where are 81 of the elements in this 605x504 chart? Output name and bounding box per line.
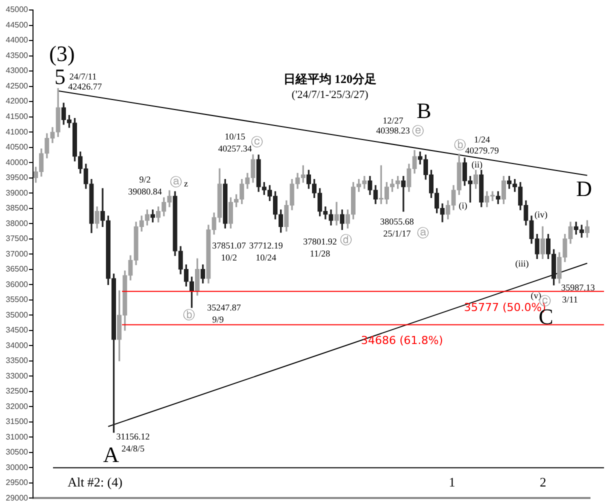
annotation: (ii) bbox=[472, 159, 482, 170]
annotation: 10/15 bbox=[224, 131, 246, 142]
y-tick-label: 30000 bbox=[6, 462, 29, 472]
annotation: 10/24 bbox=[256, 252, 277, 262]
annotation: ⓑ bbox=[183, 308, 195, 322]
y-tick-label: 35500 bbox=[6, 295, 29, 304]
annotation: 40257.34 bbox=[218, 143, 252, 154]
y-tick-label: 42500 bbox=[6, 81, 29, 90]
annotation: Alt #2: (4) bbox=[68, 474, 122, 490]
y-tick-label: 40000 bbox=[6, 158, 29, 167]
annotation: 35987.13 bbox=[561, 282, 596, 292]
annotation: 9/9 bbox=[212, 314, 224, 324]
annotation: 25/1/17 bbox=[383, 228, 412, 238]
y-tick-label: 38500 bbox=[6, 204, 29, 213]
y-tick-label: 40500 bbox=[6, 142, 29, 152]
y-tick-label: 32500 bbox=[6, 386, 29, 396]
y-tick-label: 36500 bbox=[6, 264, 29, 274]
annotation: A bbox=[103, 442, 120, 467]
annotation: (3) bbox=[49, 40, 75, 66]
y-tick-label: 36000 bbox=[6, 280, 29, 289]
text: 日経平均 120分足 bbox=[284, 72, 376, 86]
annotation: 9/2 bbox=[139, 174, 151, 184]
annotation: 2 bbox=[540, 474, 546, 490]
y-tick-label: 43500 bbox=[6, 50, 29, 60]
annotation: 5 bbox=[54, 64, 66, 89]
y-tick-label: 31500 bbox=[6, 417, 29, 426]
y-tick-label: 39000 bbox=[6, 188, 29, 198]
annotation: D bbox=[576, 176, 592, 201]
annotation: 1/24 bbox=[474, 134, 490, 144]
annotation: 39080.84 bbox=[128, 186, 162, 196]
annotation: (i) bbox=[458, 200, 468, 210]
annotation: 35247.87 bbox=[207, 302, 242, 312]
annotation: 10/2 bbox=[220, 252, 238, 262]
text: ('24/7/1-'25/3/27) bbox=[292, 88, 369, 101]
annotation: 3/11 bbox=[562, 294, 578, 304]
y-tick-label: 33000 bbox=[6, 371, 29, 380]
y-tick-label: 31000 bbox=[6, 432, 29, 442]
y-tick-label: 44000 bbox=[6, 36, 29, 45]
annotation: (v) bbox=[530, 290, 542, 300]
annotation: 12/27 bbox=[382, 115, 404, 126]
annotation: z bbox=[184, 178, 188, 188]
annotation: 38055.68 bbox=[380, 216, 414, 226]
annotation: ⓐ bbox=[417, 226, 429, 240]
y-tick-label: 34000 bbox=[6, 340, 29, 350]
y-tick-label: 29000 bbox=[6, 493, 29, 502]
y-tick-label: 41500 bbox=[6, 112, 29, 121]
annotation: ⓔ bbox=[412, 124, 424, 138]
y-tick-label: 35000 bbox=[6, 310, 29, 320]
y-tick-label: 30500 bbox=[6, 448, 29, 457]
y-tick-label: 42000 bbox=[6, 96, 29, 106]
y-tick-label: 41000 bbox=[6, 127, 29, 136]
y-tick-label: 44500 bbox=[6, 20, 29, 30]
annotation: ⓓ bbox=[340, 233, 352, 248]
annotation: 37712.19 bbox=[249, 240, 284, 250]
annotation: B bbox=[416, 98, 432, 123]
annotation: 1 bbox=[448, 474, 456, 490]
annotation: 24/8/5 bbox=[121, 443, 145, 454]
y-tick-label: 45000 bbox=[6, 5, 29, 14]
y-tick-label: 32000 bbox=[6, 402, 29, 411]
annotation: ⓑ bbox=[454, 138, 466, 152]
y-tick-label: 37500 bbox=[6, 234, 29, 244]
annotation: 40398.23 bbox=[376, 125, 410, 136]
annotation: 24/7/11 bbox=[69, 71, 97, 82]
y-tick-label: 38000 bbox=[6, 218, 29, 228]
ref-line-label: 34686 (61.8%) bbox=[360, 334, 444, 347]
annotation: 40279.79 bbox=[465, 145, 500, 156]
y-tick-label: 43000 bbox=[6, 66, 29, 76]
annotation: 42426.77 bbox=[68, 81, 102, 92]
y-tick-label: 37000 bbox=[6, 249, 29, 258]
annotation: 31156.12 bbox=[116, 431, 150, 442]
annotation: 37851.07 bbox=[212, 240, 246, 250]
annotation: ⓐ bbox=[170, 175, 182, 190]
annotation: ⓒ bbox=[251, 135, 263, 150]
annotation: (iv) bbox=[534, 209, 548, 220]
annotation: 11/28 bbox=[310, 248, 331, 258]
y-tick-label: 39500 bbox=[6, 173, 29, 182]
annotation: (iii) bbox=[515, 258, 529, 268]
y-tick-label: 33500 bbox=[6, 356, 29, 366]
y-tick-label: 34500 bbox=[6, 326, 29, 335]
annotation: 37801.92 bbox=[303, 236, 337, 246]
y-tick-label: 29500 bbox=[6, 478, 29, 488]
